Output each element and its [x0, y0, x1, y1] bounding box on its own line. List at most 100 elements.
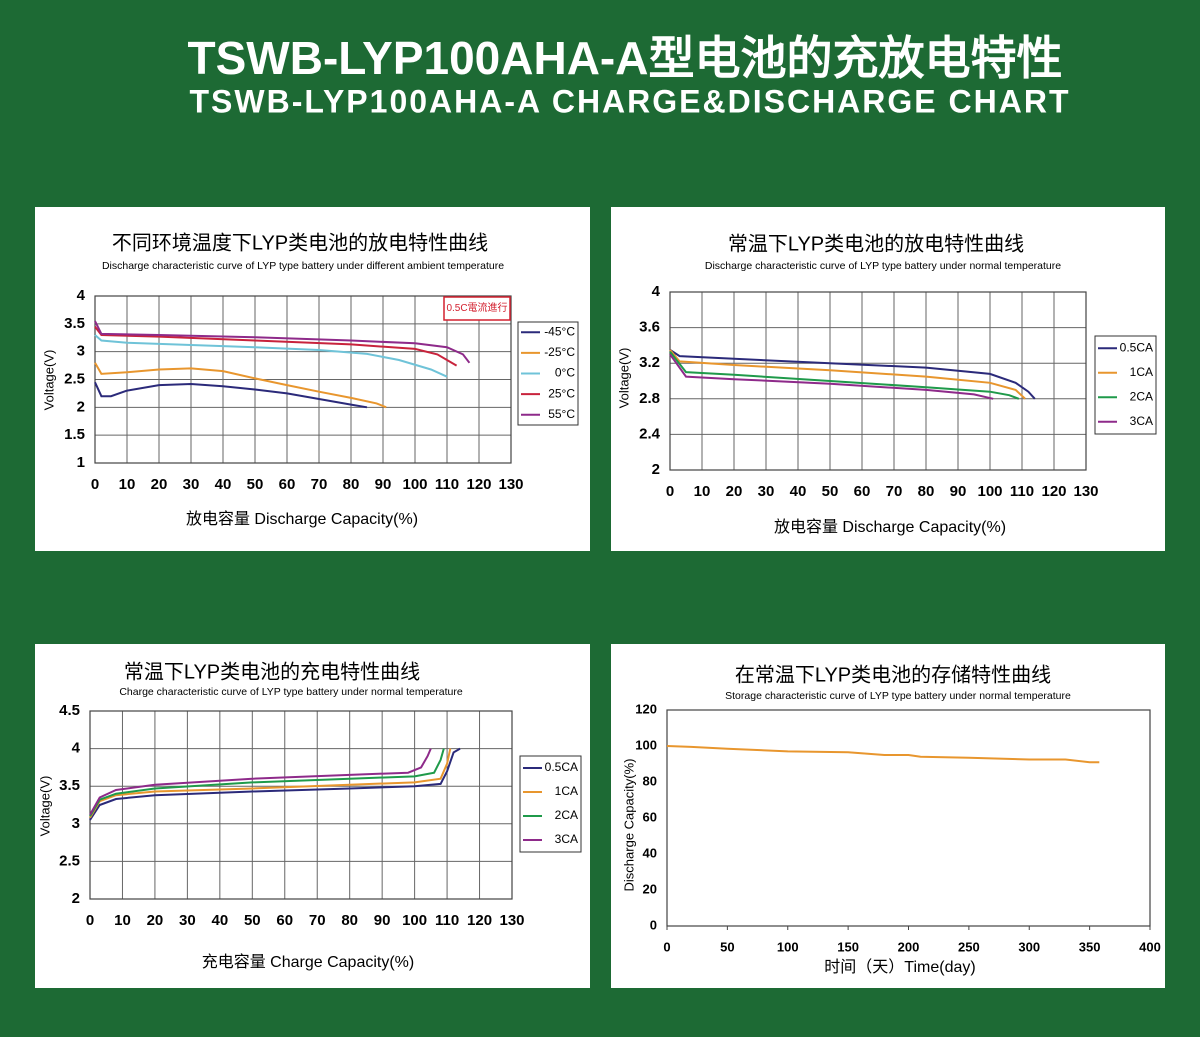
plot-frame: [669, 291, 1087, 471]
data-line: [94, 325, 458, 367]
x-axis-label: 放电容量 Discharge Capacity(%): [774, 518, 1006, 536]
x-tick-label: 0: [666, 483, 674, 500]
y-tick-label: 3.5: [59, 777, 80, 794]
x-tick-label: 100: [402, 476, 427, 493]
x-tick-label: 110: [1010, 483, 1034, 500]
y-tick-label: 0: [650, 917, 657, 932]
chart-title: 常温下LYP类电池的放电特性曲线: [728, 232, 1024, 255]
data-line: [666, 745, 1100, 764]
legend-label: 2CA: [555, 808, 578, 822]
legend-label: 0°C: [555, 366, 575, 380]
x-tick-label: 80: [343, 476, 360, 493]
y-tick-label: 1: [77, 454, 85, 471]
x-tick-label: 250: [958, 939, 980, 954]
data-line: [669, 353, 994, 400]
data-line: [669, 349, 1036, 400]
x-tick-label: 200: [898, 939, 920, 954]
x-tick-label: 90: [374, 912, 391, 929]
chart-title: 在常温下LYP类电池的存储特性曲线: [735, 663, 1051, 686]
x-tick-label: 400: [1139, 939, 1161, 954]
plot-frame: [94, 295, 512, 464]
x-tick-label: 40: [215, 476, 232, 493]
plot-frame: [666, 709, 1151, 927]
panel: [35, 644, 590, 988]
x-tick-label: 130: [499, 912, 524, 929]
x-tick-label: 100: [977, 483, 1002, 500]
data-line: [89, 748, 452, 819]
chart-subtitle: Discharge characteristic curve of LYP ty…: [705, 260, 1061, 272]
x-tick-label: 20: [147, 912, 164, 929]
y-axis-label: Voltage(V): [37, 776, 52, 837]
y-tick-label: 3: [77, 343, 85, 360]
x-tick-label: 30: [758, 483, 775, 500]
y-tick-label: 120: [635, 701, 657, 716]
x-tick-label: 100: [402, 912, 427, 929]
legend-label: 25°C: [548, 386, 575, 400]
data-line: [669, 350, 1020, 400]
x-axis-label: 放电容量 Discharge Capacity(%): [186, 510, 418, 528]
x-tick-label: 130: [498, 476, 523, 493]
legend-label: 1CA: [1130, 365, 1153, 379]
chart-subtitle: Charge characteristic curve of LYP type …: [119, 686, 463, 698]
x-tick-label: 110: [435, 476, 459, 493]
y-tick-label: 3.5: [64, 315, 85, 332]
y-tick-label: 3.6: [639, 319, 660, 336]
x-tick-label: 10: [694, 483, 711, 500]
y-tick-label: 2.5: [59, 852, 80, 869]
x-tick-label: 30: [179, 912, 196, 929]
x-tick-label: 20: [726, 483, 743, 500]
x-tick-label: 70: [311, 476, 328, 493]
x-axis-label: 时间（天）Time(day): [824, 958, 975, 976]
x-tick-label: 50: [244, 912, 261, 929]
x-tick-label: 70: [886, 483, 903, 500]
chart-subtitle: Discharge characteristic curve of LYP ty…: [102, 260, 504, 272]
x-tick-label: 50: [247, 476, 264, 493]
x-tick-label: 90: [375, 476, 392, 493]
legend-label: 0.5CA: [1120, 340, 1153, 354]
y-axis-label: Voltage(V): [616, 348, 631, 409]
x-tick-label: 50: [720, 939, 734, 954]
legend-label: 2CA: [1130, 389, 1153, 403]
x-tick-label: 120: [1041, 483, 1066, 500]
y-tick-label: 2: [72, 890, 80, 907]
y-tick-label: 2.5: [64, 370, 85, 387]
annotation: 0.5C電流進行: [446, 301, 507, 314]
x-tick-label: 0: [86, 912, 94, 929]
y-tick-label: 4.5: [59, 702, 80, 719]
panel: [611, 207, 1165, 551]
x-tick-label: 70: [309, 912, 326, 929]
data-line: [89, 748, 445, 817]
y-tick-label: 100: [635, 737, 657, 752]
chart-title: 不同环境温度下LYP类电池的放电特性曲线: [112, 231, 488, 254]
data-line: [94, 320, 471, 364]
x-tick-label: 120: [467, 912, 492, 929]
data-line: [94, 362, 387, 409]
x-tick-label: 100: [777, 939, 799, 954]
x-axis-label: 充电容量 Charge Capacity(%): [202, 953, 415, 971]
x-tick-label: 150: [837, 939, 859, 954]
y-tick-label: 60: [643, 809, 657, 824]
y-tick-label: 2.8: [639, 390, 660, 407]
plot-frame: [89, 710, 513, 900]
y-tick-label: 3.2: [639, 354, 660, 371]
panel: [611, 644, 1165, 988]
x-tick-label: 110: [435, 912, 459, 929]
page-title: TSWB-LYP100AHA-A型电池的充放电特性: [188, 32, 1063, 84]
x-tick-label: 80: [341, 912, 358, 929]
y-tick-label: 4: [77, 287, 86, 304]
x-tick-label: 130: [1073, 483, 1098, 500]
legend-label: 0.5CA: [545, 760, 578, 774]
y-tick-label: 2: [77, 398, 85, 415]
data-line: [89, 748, 432, 816]
legend-label: 55°C: [548, 407, 575, 421]
x-tick-label: 40: [212, 912, 229, 929]
chart-subtitle: Storage characteristic curve of LYP type…: [725, 690, 1071, 702]
data-line: [94, 381, 368, 409]
legend-label: 3CA: [1130, 414, 1153, 428]
x-tick-label: 30: [183, 476, 200, 493]
legend-label: 3CA: [555, 832, 578, 846]
legend-box: [1094, 335, 1157, 435]
y-axis-label: Voltage(V): [41, 350, 56, 411]
y-tick-label: 4: [652, 283, 661, 300]
